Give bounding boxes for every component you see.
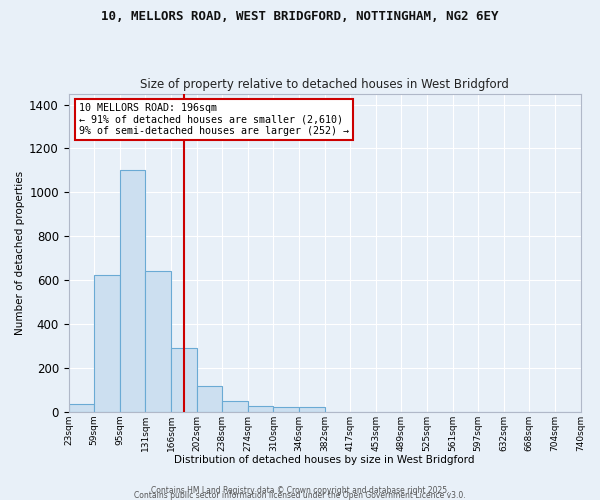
Bar (68, 404, 94, 411)
Bar (248, 406, 274, 411)
Bar (120, 170, 145, 412)
Bar (274, 408, 299, 412)
Bar (94, 274, 120, 411)
Bar (222, 400, 248, 411)
Bar (197, 386, 222, 411)
Text: Contains HM Land Registry data © Crown copyright and database right 2025.: Contains HM Land Registry data © Crown c… (151, 486, 449, 495)
Text: 10 MELLORS ROAD: 196sqm
← 91% of detached houses are smaller (2,610)
9% of semi-: 10 MELLORS ROAD: 196sqm ← 91% of detache… (79, 103, 349, 136)
Y-axis label: Number of detached properties: Number of detached properties (15, 170, 25, 334)
Text: Contains public sector information licensed under the Open Government Licence v3: Contains public sector information licen… (134, 490, 466, 500)
Bar (299, 408, 325, 412)
Text: 10, MELLORS ROAD, WEST BRIDGFORD, NOTTINGHAM, NG2 6EY: 10, MELLORS ROAD, WEST BRIDGFORD, NOTTIN… (101, 10, 499, 23)
Bar (145, 272, 171, 412)
X-axis label: Distribution of detached houses by size in West Bridgford: Distribution of detached houses by size … (175, 455, 475, 465)
Title: Size of property relative to detached houses in West Bridgford: Size of property relative to detached ho… (140, 78, 509, 91)
Bar (171, 348, 197, 412)
